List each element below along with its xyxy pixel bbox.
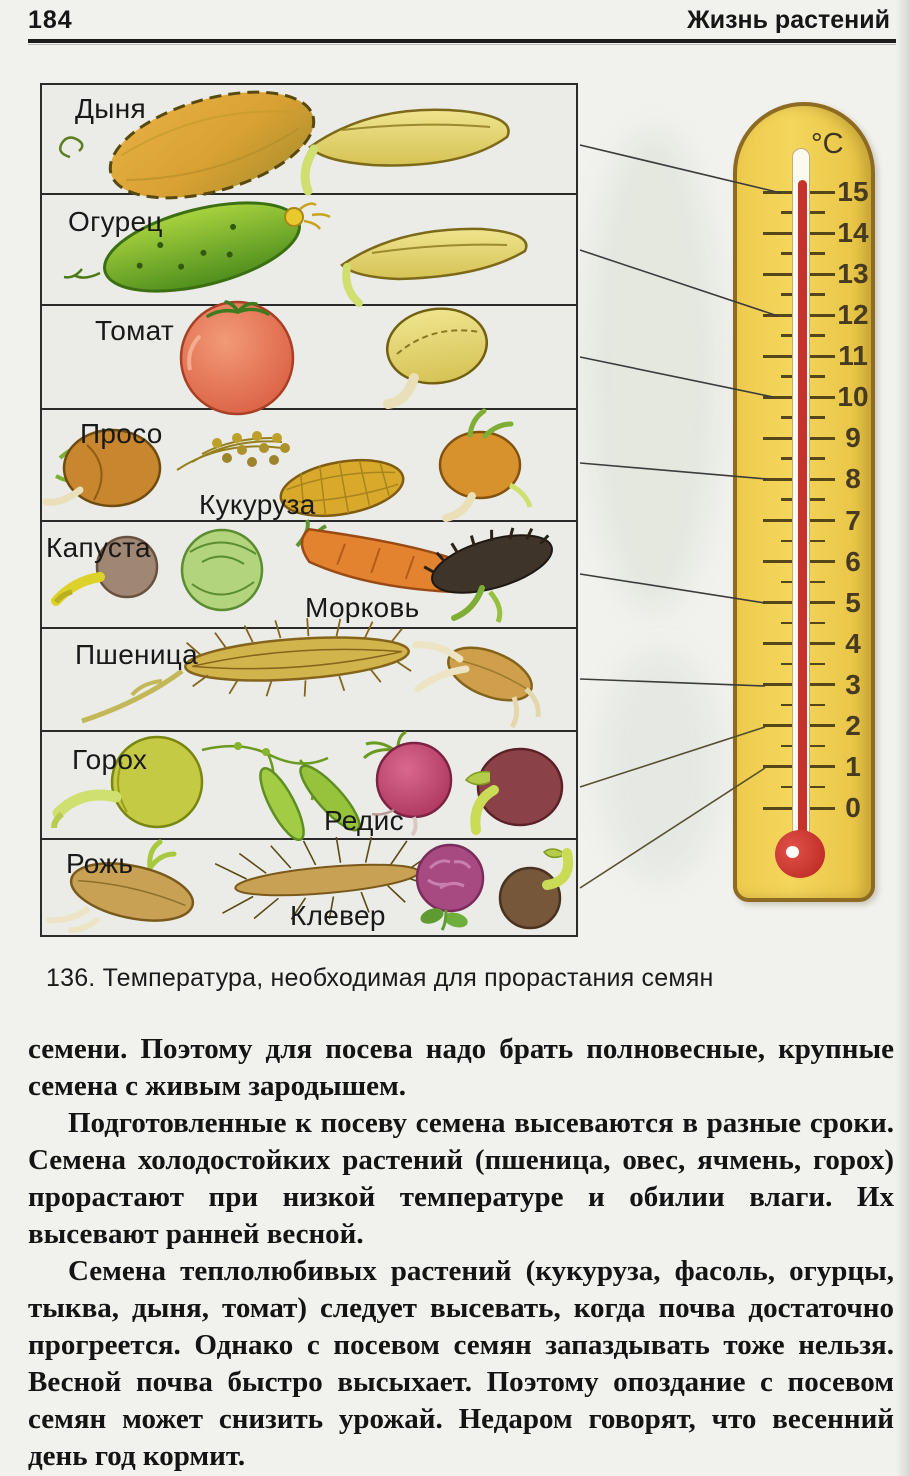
- running-title: Жизнь растений: [687, 6, 890, 34]
- tomato-row-illustration: [179, 300, 489, 416]
- cabbage-carrot-row-illustration: [51, 519, 553, 623]
- pea-radish-row-illustration: [51, 730, 564, 842]
- row-label-secondary: Кукуруза: [199, 489, 316, 520]
- paragraph: Семена теплолюбивых растений (кукуруза, …: [28, 1255, 894, 1472]
- wheat-row-illustration: [81, 618, 541, 729]
- paragraph: Подготовленные к посеву семена высеваютс…: [28, 1107, 894, 1250]
- wheat-seed-sprout-illustration: [412, 641, 541, 729]
- page-bleed-ghost: [600, 650, 720, 880]
- pea-sprouted-seed-illustration: [464, 747, 564, 835]
- table-row: Капуста Морковь: [42, 519, 576, 629]
- celsius-unit-label: °C: [811, 128, 844, 160]
- melon-seed-sprout-illustration: [300, 108, 510, 196]
- row-label: Томат: [95, 315, 175, 346]
- radish-illustration: [362, 730, 453, 837]
- tick-label-1: 1: [845, 750, 861, 782]
- clover-seed-sprout-illustration: [498, 848, 573, 930]
- melon-row-illustration: [59, 90, 510, 200]
- cucumber-illustration: [63, 201, 331, 293]
- cucumber-row-illustration: [63, 201, 528, 307]
- row-label: Горох: [72, 744, 148, 775]
- row-label: Огурец: [68, 206, 163, 237]
- tick-label-0: 0: [845, 792, 861, 824]
- figure-caption: 136. Температура, необходимая для прорас…: [46, 964, 714, 992]
- cucumber-flower-icon: [284, 202, 331, 230]
- tick-label-11: 11: [838, 340, 868, 372]
- header-rule: [28, 39, 896, 45]
- bulb-highlight: [786, 846, 799, 858]
- millet-corn-row-illustration: [42, 408, 533, 522]
- cabbage-seed-sprout-illustration: [51, 535, 159, 606]
- cabbage-illustration: [180, 528, 264, 612]
- table-row: Томат: [42, 300, 576, 416]
- thermometer: 15 14 13 12 11 10 9 8 7 6 5 4 3 2 1 0 °C: [733, 102, 875, 902]
- tick-label-2: 2: [845, 709, 861, 741]
- clover-illustration: [415, 843, 485, 931]
- row-label-secondary: Морковь: [305, 592, 420, 623]
- tick-label-14: 14: [837, 217, 869, 249]
- row-label-secondary: Клевер: [290, 900, 386, 931]
- row-label-secondary: Редис: [324, 805, 404, 836]
- dark-seed-pod-illustration: [423, 527, 553, 623]
- table-row: Дыня: [42, 85, 576, 200]
- row-label: Рожь: [66, 848, 134, 879]
- pea-pods-illustration: [201, 742, 361, 842]
- page-bleed-ghost: [588, 130, 718, 610]
- paragraph: семени. Поэтому для посева надо брать по…: [28, 1033, 894, 1102]
- tick-label-6: 6: [845, 545, 861, 577]
- wheat-spike-illustration: [81, 618, 412, 724]
- rye-seed-sprout-illustration: [46, 839, 195, 933]
- body-text: семени. Поэтому для посева надо брать по…: [28, 1031, 894, 1475]
- corn-cob-illustration: [279, 458, 405, 518]
- table-row: Рожь Клевер: [42, 836, 576, 934]
- figure-rows-table: Дыня: [40, 83, 578, 937]
- table-row: Пшеница: [42, 618, 576, 732]
- tick-label-12: 12: [837, 299, 869, 331]
- tick-label-5: 5: [845, 586, 861, 618]
- thermometer-mercury: [798, 180, 807, 840]
- thermometer-bulb: [775, 830, 825, 878]
- row-label: Капуста: [46, 532, 151, 563]
- millet-spray-illustration: [176, 431, 290, 471]
- tick-label-10: 10: [837, 381, 869, 413]
- row-label: Просо: [80, 418, 163, 449]
- tick-label-7: 7: [845, 504, 861, 536]
- rye-clover-row-illustration: [46, 836, 573, 933]
- row-label: Дыня: [75, 93, 146, 124]
- tomato-illustration: [179, 300, 295, 416]
- tick-label-4: 4: [845, 627, 861, 659]
- tick-label-13: 13: [837, 258, 869, 290]
- millet-seed-sprout-illustration: [42, 428, 162, 508]
- melon-illustration: [59, 90, 316, 200]
- cucumber-seed-sprout-illustration: [340, 227, 528, 307]
- table-row: Просо Кукуруза: [42, 408, 576, 522]
- tick-label-3: 3: [845, 668, 861, 700]
- tick-label-9: 9: [845, 422, 861, 454]
- tick-label-15: 15: [837, 176, 869, 207]
- figure-germination-temperatures: Дыня: [40, 83, 875, 937]
- table-row: Горох Редис: [42, 730, 576, 842]
- rye-spike-illustration: [214, 836, 439, 920]
- pea-seed-sprout-illustration: [51, 735, 204, 829]
- tick-label-8: 8: [845, 463, 861, 495]
- row-label: Пшеница: [75, 639, 198, 670]
- table-row: Огурец: [42, 195, 576, 307]
- page-number: 184: [28, 6, 73, 34]
- tomato-seed-sprout-illustration: [383, 307, 489, 409]
- corn-seed-sprout-illustration: [438, 408, 533, 522]
